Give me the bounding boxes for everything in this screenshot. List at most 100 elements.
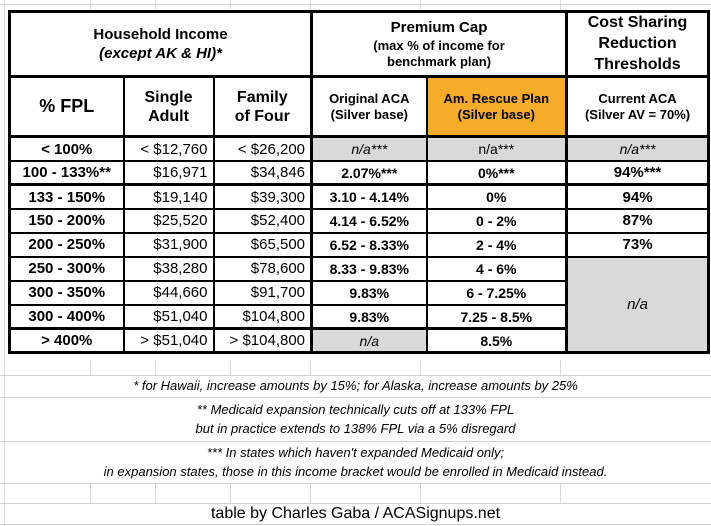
column-header-row: % FPL Single Adult Family of Four Origin… (8, 75, 710, 139)
gridline-strip (0, 483, 711, 504)
col-header-am-rescue-plan: Am. Rescue Plan (Silver base) (425, 75, 568, 139)
col-header-am-rescue-plan-line1: Am. Rescue Plan (443, 90, 550, 106)
col-header-single-adult: Single Adult (122, 75, 215, 139)
family-income-cell: $91,700 (212, 279, 313, 306)
fpl-range-cell: 300 - 400% (8, 303, 125, 331)
col-header-single-line1: Single (144, 88, 193, 106)
single-income-cell: $16,971 (122, 159, 215, 187)
header-premium-cap-subtitle: (max % of income for benchmark plan) (373, 38, 505, 70)
table-row: 100 - 133%** $16,971 $34,846 2.07%*** 0%… (8, 159, 710, 187)
footnote-line: but in practice extends to 138% FPL via … (195, 421, 516, 436)
table-row: 300 - 400% $51,040 $104,800 9.83% 7.25 -… (8, 303, 709, 331)
aca-subsidy-table: Household Income (except AK & HI)* Premi… (8, 10, 711, 355)
header-household-income: Household Income (except AK & HI)* (8, 10, 313, 79)
single-income-cell: > $51,040 (122, 327, 215, 354)
fpl-range-cell: 100 - 133%** (8, 159, 125, 187)
header-premium-cap-title: Premium Cap (390, 18, 488, 36)
rescue-plan-cap-cell: 0% (425, 183, 568, 210)
original-aca-cap-cell: 2.07%*** (310, 159, 428, 187)
fpl-range-cell: 150 - 200% (8, 207, 125, 234)
col-header-family-line2: of Four (234, 107, 290, 125)
rescue-plan-cap-cell: 2 - 4% (425, 231, 568, 258)
col-header-single-line2: Adult (148, 107, 189, 125)
gridline (4, 0, 5, 526)
header-cost-sharing: Cost Sharing Reduction Thresholds (565, 10, 710, 79)
original-aca-cap-cell: 4.14 - 6.52% (310, 207, 428, 234)
fpl-range-cell: > 400% (8, 327, 125, 354)
col-header-family-of-four: Family of Four (212, 75, 313, 139)
family-income-cell: $104,800 (212, 303, 313, 331)
header-household-income-title: Household Income (93, 25, 228, 43)
table-credit: table by Charles Gaba / ACASignups.net (0, 503, 711, 525)
original-aca-cap-cell: 9.83% (310, 279, 428, 306)
col-header-current-aca-line1: Current ACA (598, 90, 677, 106)
csr-threshold-merged-cell: n/a (565, 255, 710, 354)
col-header-original-aca-line1: Original ACA (329, 90, 410, 106)
footnote-line: ** Medicaid expansion technically cuts o… (196, 401, 515, 417)
footnote-medicaid-expansion: ** Medicaid expansion technically cuts o… (0, 397, 711, 442)
fpl-range-cell: 200 - 250% (8, 231, 125, 258)
col-header-fpl: % FPL (8, 75, 125, 139)
footnote-line: * for Hawaii, increase amounts by 15%; f… (133, 378, 578, 394)
family-income-cell: $65,500 (212, 231, 313, 258)
col-header-original-aca-line2: (Silver base) (330, 106, 408, 122)
single-income-cell: $51,040 (122, 303, 215, 331)
single-income-cell: $31,900 (122, 231, 215, 258)
col-header-original-aca: Original ACA (Silver base) (310, 75, 428, 139)
gridline-strip (0, 360, 711, 376)
family-income-cell: $78,600 (212, 255, 313, 282)
original-aca-cap-cell: n/a*** (310, 135, 428, 162)
fpl-range-cell: 300 - 350% (8, 279, 125, 306)
footnote-hawaii-alaska: * for Hawaii, increase amounts by 15%; f… (0, 375, 711, 398)
rescue-plan-cap-cell: 4 - 6% (425, 255, 568, 282)
col-header-family-line1: Family (236, 88, 288, 106)
family-income-cell: $39,300 (212, 183, 313, 210)
fpl-range-cell: 133 - 150% (8, 183, 125, 210)
single-income-cell: $25,520 (122, 207, 215, 234)
single-income-cell: $19,140 (122, 183, 215, 210)
header-premium-cap: Premium Cap (max % of income for benchma… (310, 10, 568, 79)
rescue-plan-cap-cell: 0 - 2% (425, 207, 568, 234)
header-group-row: Household Income (except AK & HI)* Premi… (8, 10, 710, 79)
table-row: 150 - 200% $25,520 $52,400 4.14 - 6.52% … (8, 207, 710, 234)
table-row: 133 - 150% $19,140 $39,300 3.10 - 4.14% … (8, 183, 710, 210)
rescue-plan-cap-cell: 8.5% (425, 327, 568, 354)
col-header-current-aca: Current ACA (Silver AV = 70%) (565, 75, 710, 139)
rescue-plan-cap-cell: 6 - 7.25% (425, 279, 568, 306)
footnote-line: in expansion states, those in this incom… (103, 464, 608, 479)
table-row: > 400% > $51,040 > $104,800 n/a 8.5% (8, 327, 709, 354)
original-aca-cap-cell: 8.33 - 9.83% (310, 255, 428, 282)
col-header-am-rescue-plan-line2: (Silver base) (457, 106, 535, 122)
single-income-cell: $44,660 (122, 279, 215, 306)
gridline-strip (0, 0, 711, 10)
csr-threshold-cell: 94%*** (565, 159, 710, 187)
family-income-cell: < $26,200 (212, 135, 313, 162)
fpl-range-cell: 250 - 300% (8, 255, 125, 282)
family-income-cell: $34,846 (212, 159, 313, 187)
footnote-line: *** In states which haven't expanded Med… (206, 444, 505, 460)
fpl-range-cell: < 100% (8, 135, 125, 162)
csr-threshold-cell: n/a*** (565, 135, 710, 162)
original-aca-cap-cell: n/a (310, 327, 428, 354)
col-header-current-aca-line2: (Silver AV = 70%) (584, 106, 691, 122)
header-cost-sharing-title: Cost Sharing Reduction Thresholds (587, 14, 688, 73)
rescue-plan-cap-cell: 0%*** (425, 159, 568, 187)
original-aca-cap-cell: 9.83% (310, 303, 428, 331)
csr-threshold-cell: 73% (565, 231, 710, 258)
rescue-plan-cap-cell: n/a*** (425, 135, 568, 162)
footnote-non-expansion-states: *** In states which haven't expanded Med… (0, 441, 711, 484)
header-household-income-note: (except AK & HI)* (99, 45, 222, 63)
original-aca-cap-cell: 3.10 - 4.14% (310, 183, 428, 210)
family-income-cell: $52,400 (212, 207, 313, 234)
single-income-cell: < $12,760 (122, 135, 215, 162)
table-row: 300 - 350% $44,660 $91,700 9.83% 6 - 7.2… (8, 279, 709, 306)
family-income-cell: > $104,800 (212, 327, 313, 354)
table-row: 200 - 250% $31,900 $65,500 6.52 - 8.33% … (8, 231, 710, 258)
table-row: 250 - 300% $38,280 $78,600 8.33 - 9.83% … (8, 255, 710, 354)
single-income-cell: $38,280 (122, 255, 215, 282)
csr-threshold-cell: 87% (565, 207, 710, 234)
gridline (0, 4, 711, 5)
table-row: < 100% < $12,760 < $26,200 n/a*** n/a***… (8, 135, 710, 162)
original-aca-cap-cell: 6.52 - 8.33% (310, 231, 428, 258)
